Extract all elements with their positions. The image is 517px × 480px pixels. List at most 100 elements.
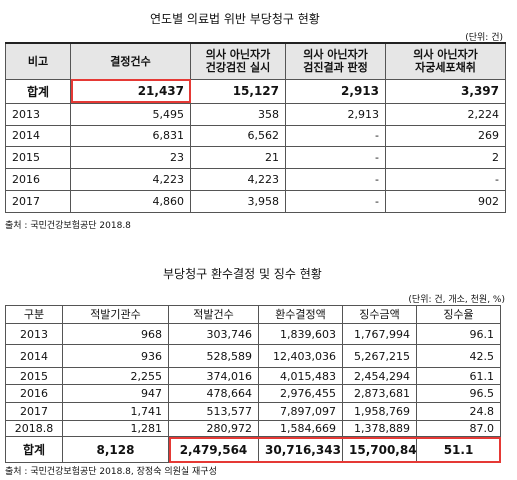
cell: 513,577 <box>168 402 259 421</box>
cell: 2014 <box>5 344 63 368</box>
cell: 4,015,483 <box>258 367 343 385</box>
table2-source: 출처 : 국민건강보험공단 2018.8, 장정숙 의원실 재구성 <box>5 467 217 477</box>
row: 2014 936 528,589 12,403,036 5,267,215 42.5 <box>5 344 501 368</box>
cell: 2,224 <box>385 102 506 126</box>
cell: 2013 <box>5 323 63 345</box>
cell: 96.5 <box>416 384 501 403</box>
cell: 3,397 <box>385 78 506 104</box>
cell: 61.1 <box>416 367 501 385</box>
row: 2015 23 21-2 <box>5 145 506 169</box>
table1-title: 연도별 의료법 위반 부당청구 현황 <box>150 12 320 26</box>
cell: 358 <box>190 102 286 126</box>
cell: 2014 <box>5 124 71 147</box>
table1-source: 출처 : 국민건강보험공단 2018.8 <box>5 221 131 231</box>
cell: 1,741 <box>62 402 169 421</box>
cell: 2,913 <box>285 78 386 104</box>
cell: 2015 <box>5 367 63 385</box>
cell: 2,454,294 <box>342 367 417 385</box>
row: 2017 4,860 3,958-902 <box>5 189 506 213</box>
row: 2013 968 303,746 1,839,603 1,767,994 96.1 <box>5 323 501 345</box>
cell: 합계 <box>5 436 63 463</box>
cell: 합계 <box>5 78 71 104</box>
cell: 3,958 <box>190 189 286 213</box>
cell: 12,403,036 <box>258 344 343 368</box>
header-cell: 구분 <box>5 305 63 324</box>
cell: 2,913 <box>285 102 386 126</box>
cell: 1,584,669 <box>258 420 343 437</box>
cell: 947 <box>62 384 169 403</box>
row: 합계 21,437 15,127 2,913 3,397 <box>5 78 506 104</box>
header-cell: 환수결정액 <box>258 305 343 324</box>
cell: - <box>285 124 386 147</box>
row: 2014 6,831 6,562-269 <box>5 124 506 147</box>
cell: 6,562 <box>190 124 286 147</box>
cell: 2,479,564 <box>168 436 259 463</box>
row: 2016 947 478,664 2,976,455 2,873,681 96.5 <box>5 384 501 403</box>
cell: - <box>385 167 506 191</box>
header-line: 의사 아닌자가 <box>205 48 271 62</box>
cell: - <box>285 167 386 191</box>
row: 2017 1,741 513,577 7,897,097 1,958,769 24.8 <box>5 402 501 421</box>
cell: 87.0 <box>416 420 501 437</box>
cell: 2015 <box>5 145 71 169</box>
row: 2018.8 1,281 280,972 1,584,669 1,378,889 87.0 <box>5 420 501 437</box>
row: 2015 2,255 374,016 4,015,483 2,454,294 61.1 <box>5 367 501 385</box>
cell: 303,746 <box>168 323 259 345</box>
table2-unit: (단위: 건, 개소, 천원, %) <box>408 295 505 305</box>
header-cell: 적발기관수 <box>62 305 169 324</box>
header-row: 구분 적발기관수 적발건수 환수결정액 징수금액 징수율 <box>5 305 501 324</box>
cell: 2,976,455 <box>258 384 343 403</box>
table2: 구분 적발기관수 적발건수 환수결정액 징수금액 징수율 2013 968 303,746 1,8… <box>5 305 501 463</box>
table1-unit: (단위: 건) <box>465 33 503 43</box>
header-cell: 적발건수 <box>168 305 259 324</box>
cell: 30,716,343 <box>258 436 343 463</box>
header-row: 비고 결정건수 의사 아닌자가 건강검진 실시 의사 아닌자가 검진결과 판정 의사 아닌자… <box>5 42 506 80</box>
cell: - <box>285 189 386 213</box>
cell: 7,897,097 <box>258 402 343 421</box>
cell: 23 <box>70 145 191 169</box>
cell: 2016 <box>5 384 63 403</box>
cell: 15,127 <box>190 78 286 104</box>
cell: 1,378,889 <box>342 420 417 437</box>
cell: - <box>285 145 386 169</box>
cell: 374,016 <box>168 367 259 385</box>
row: 2013 5,495 358 2,913 2,224 <box>5 102 506 126</box>
cell: 2018.8 <box>5 420 63 437</box>
cell: 2016 <box>5 167 71 191</box>
header-cell: 비고 <box>5 42 71 80</box>
cell: 1,767,994 <box>342 323 417 345</box>
cell: 1,839,603 <box>258 323 343 345</box>
table2-title: 부당청구 환수결정 및 징수 현황 <box>163 267 322 281</box>
cell: 15,700,842 <box>342 436 417 463</box>
header-line: 자궁세포채취 <box>415 61 476 75</box>
cell: 2 <box>385 145 506 169</box>
header-cell: 의사 아닌자가 자궁세포채취 <box>385 42 506 80</box>
header-line: 의사 아닌자가 <box>413 48 478 62</box>
header-cell: 징수금액 <box>342 305 417 324</box>
cell: 2,255 <box>62 367 169 385</box>
cell: 5,267,215 <box>342 344 417 368</box>
cell: 2017 <box>5 189 71 213</box>
cell: 4,223 <box>70 167 191 191</box>
cell: 528,589 <box>168 344 259 368</box>
header-cell: 의사 아닌자가 건강검진 실시 <box>190 42 286 80</box>
cell: 21,437 <box>70 78 191 104</box>
table1: 비고 결정건수 의사 아닌자가 건강검진 실시 의사 아닌자가 검진결과 판정 의사 아닌자… <box>5 42 506 213</box>
cell: 2013 <box>5 102 71 126</box>
cell: 269 <box>385 124 506 147</box>
cell: 5,495 <box>70 102 191 126</box>
cell: 6,831 <box>70 124 191 147</box>
cell: 24.8 <box>416 402 501 421</box>
cell: 21 <box>190 145 286 169</box>
cell: 4,860 <box>70 189 191 213</box>
header-line: 비고 <box>27 54 49 68</box>
cell: 1,958,769 <box>342 402 417 421</box>
cell: 4,223 <box>190 167 286 191</box>
header-cell: 징수율 <box>416 305 501 324</box>
cell: 96.1 <box>416 323 501 345</box>
cell: 8,128 <box>62 436 169 463</box>
cell: 968 <box>62 323 169 345</box>
cell: 2017 <box>5 402 63 421</box>
